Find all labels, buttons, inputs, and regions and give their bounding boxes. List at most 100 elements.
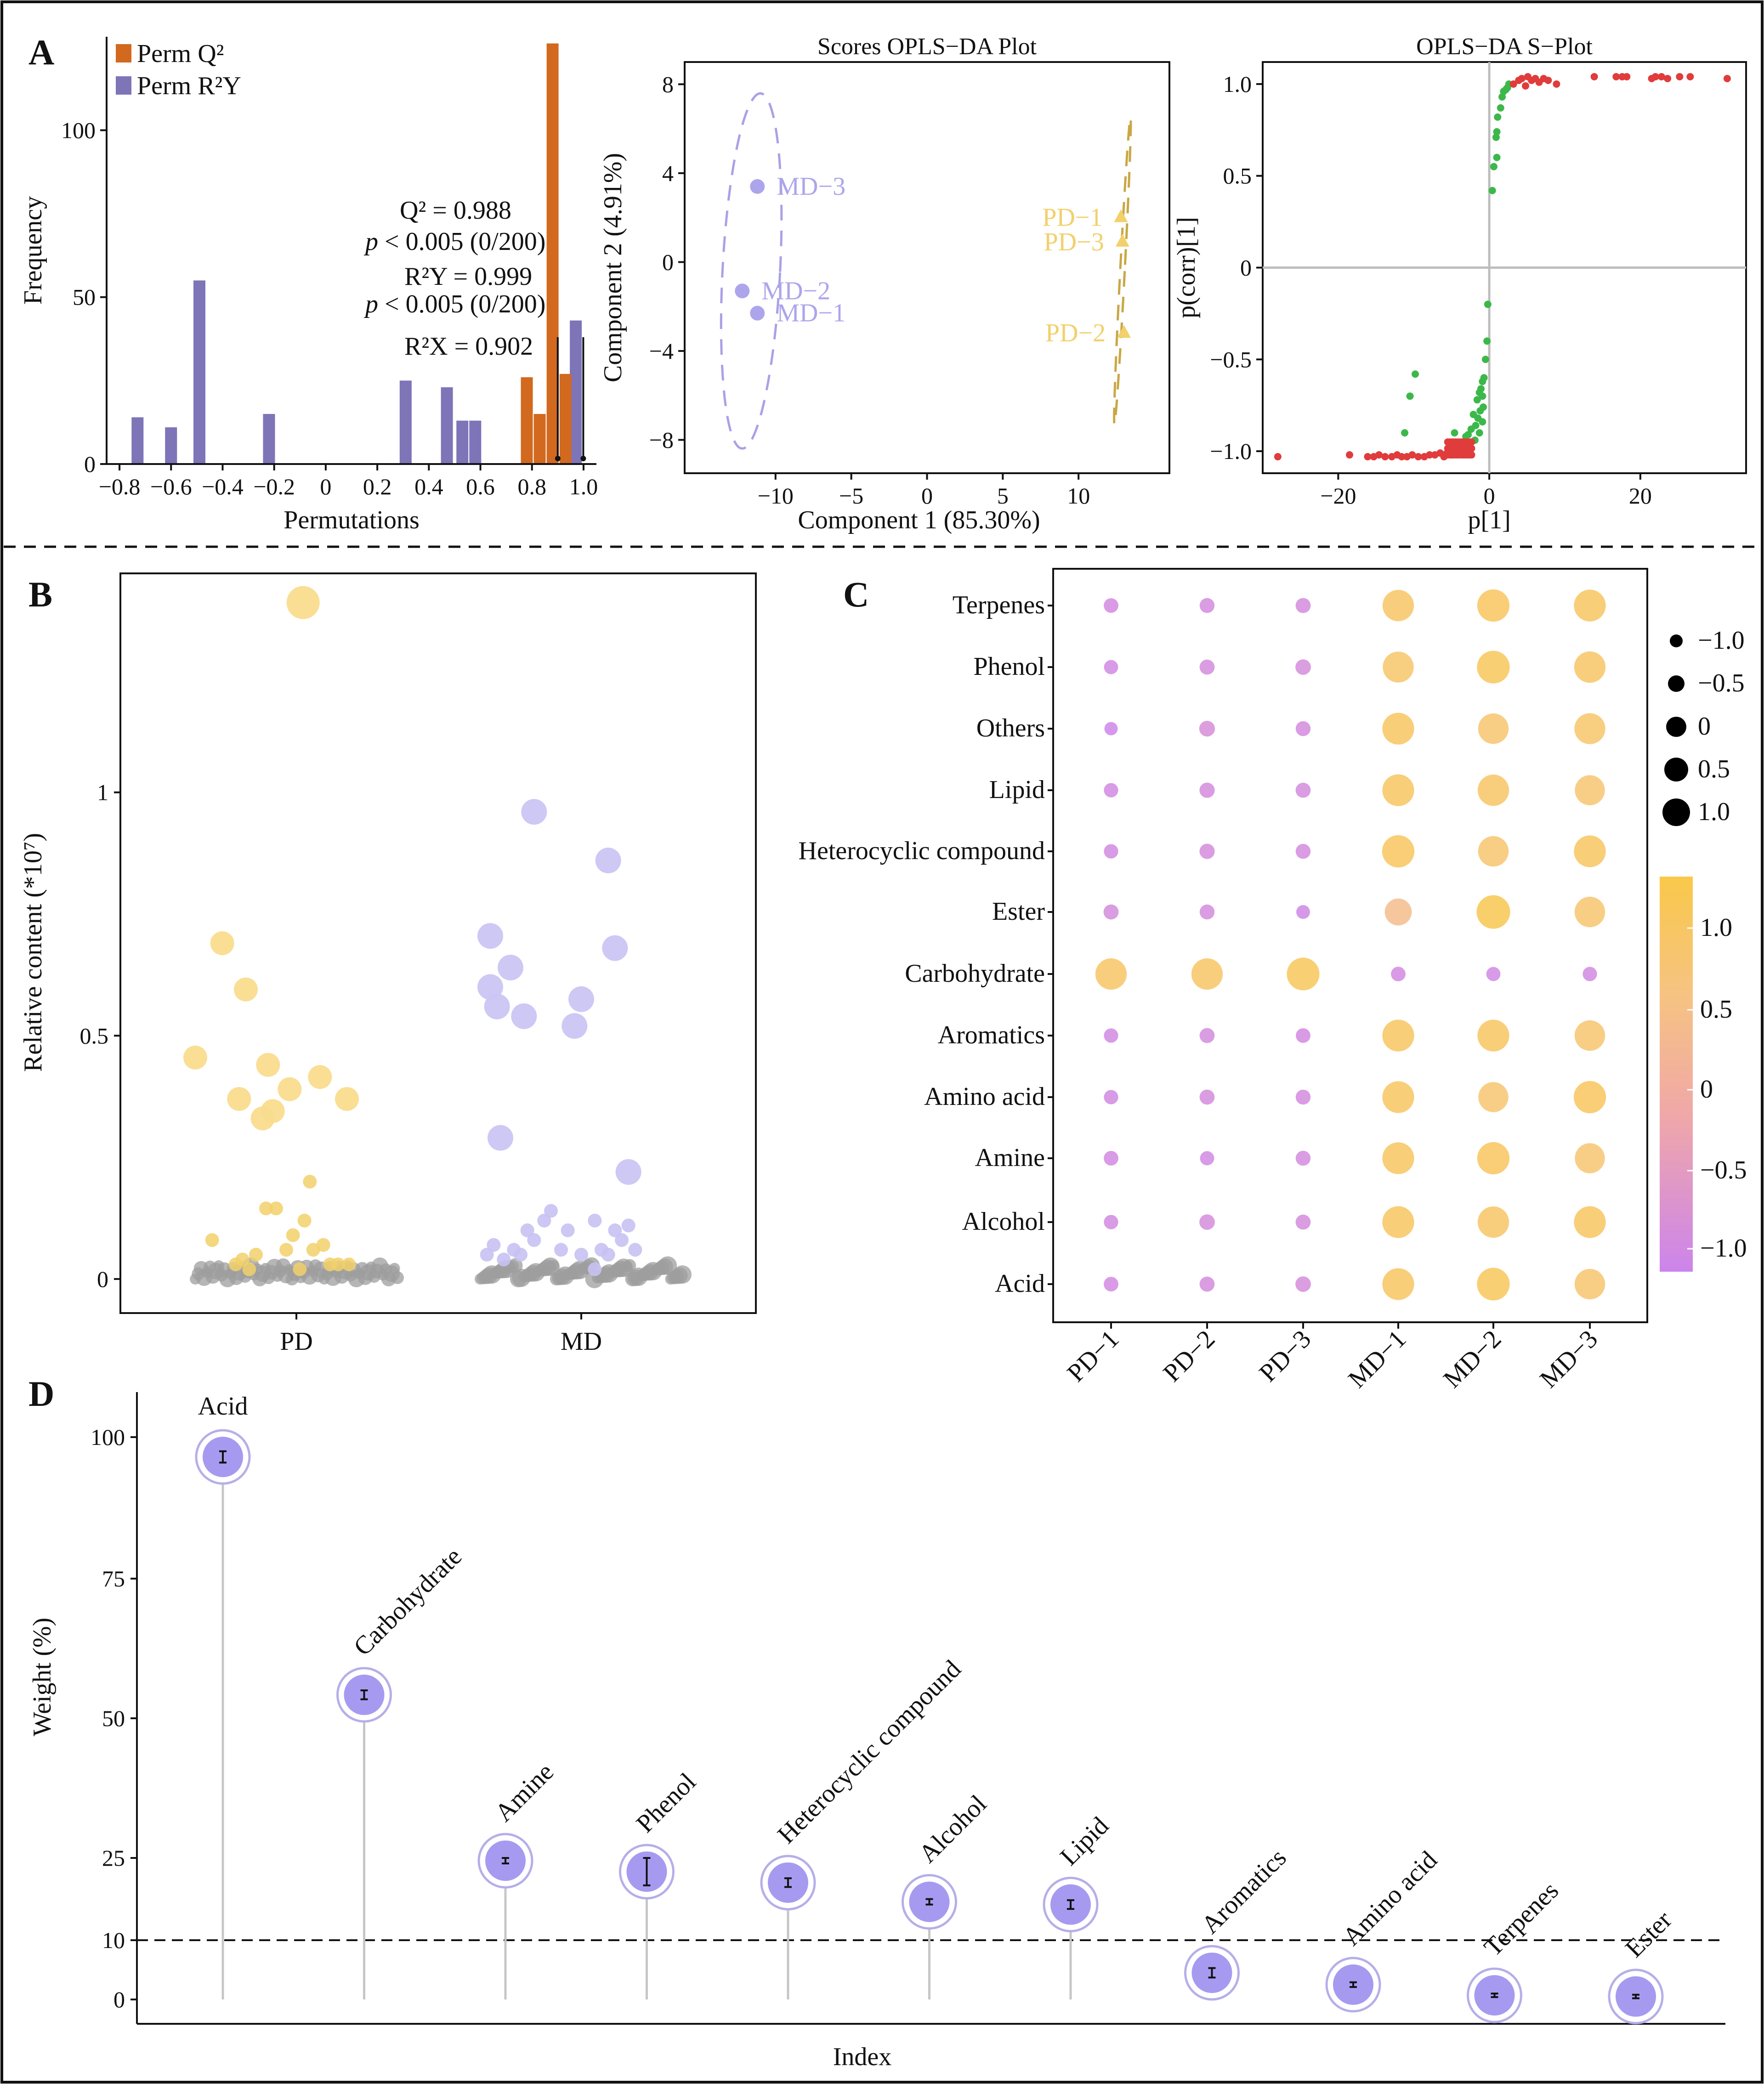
splot-point-red (1518, 74, 1526, 82)
panel-label-d: D (28, 1374, 54, 1414)
heatmap-bubble (1477, 651, 1510, 684)
dot-md-large (498, 954, 523, 980)
dot-md-minor (548, 1260, 559, 1271)
splot-point-green (1488, 187, 1496, 194)
dot-md-small (615, 1233, 629, 1247)
score-point-pd (1114, 209, 1128, 222)
x-tick-label: 0.6 (466, 474, 495, 499)
splot-point-red (1274, 453, 1282, 461)
splot-point-green (1498, 93, 1506, 101)
splot-point-green (1493, 128, 1501, 136)
stat-annotation: R²X = 0.902 (404, 332, 533, 361)
x-tick-label: −0.8 (99, 474, 141, 499)
bar-perm-r2y (441, 387, 453, 464)
heatmap-bubble (1574, 651, 1606, 683)
splot-point-red (1426, 451, 1434, 459)
heatmap-bubble (1191, 958, 1223, 990)
chart-title: OPLS−DA S−Plot (1416, 34, 1593, 60)
dot-pd-large (227, 1087, 251, 1111)
splot-point-red (1364, 453, 1372, 461)
heatmap-bubble (1104, 598, 1118, 613)
dot-pd-small (303, 1175, 317, 1189)
heatmap-bubble (1103, 904, 1119, 920)
splot-point-green (1401, 429, 1409, 437)
x-tick-label: 1.0 (569, 474, 598, 499)
dot-md-small (487, 1238, 501, 1252)
colorbar-label: 1.0 (1700, 913, 1732, 942)
dot-pd-small (249, 1247, 263, 1262)
heatmap-bubble (1199, 1276, 1215, 1292)
splot-point-red (1686, 73, 1694, 80)
heatmap-bubble (1199, 720, 1215, 737)
heatmap-bubble (1574, 835, 1606, 867)
row-label: Phenol (973, 652, 1045, 681)
splot-point-green (1479, 378, 1486, 385)
heatmap-bubble (1478, 713, 1509, 744)
bar-perm-q2 (533, 414, 546, 464)
x-axis-title: Index (833, 2043, 892, 2071)
legend-swatch (116, 44, 131, 62)
splot-point-green (1473, 396, 1481, 404)
bar-perm-q2 (546, 43, 559, 464)
colorbar-label: 0.5 (1700, 995, 1732, 1024)
dot-pd-small (331, 1257, 345, 1272)
dot-md-small (588, 1262, 602, 1276)
splot-point-red (1375, 451, 1383, 459)
chart-a3-s-plot: −20 0 20 −1.0 −0.5 0 0.5 1.0 OPLS−DA S−Plot p[1] p… (1172, 34, 1747, 534)
splot-point-red (1346, 451, 1354, 459)
score-point-pd (1115, 233, 1129, 247)
heatmap-bubble (1382, 1019, 1414, 1052)
x-axis-title: Permutations (284, 506, 420, 534)
size-legend-dot (1664, 758, 1688, 782)
observed-marker-dot (555, 456, 561, 461)
chart-b-relative-content: 0 0.5 1 PD MD Relative content (*10⁷) (19, 572, 757, 1356)
heatmap-bubble (1477, 1206, 1509, 1238)
heatmap-bubble (1295, 1089, 1311, 1105)
panel-label-c: C (843, 574, 869, 614)
splot-point-red-dense (1468, 451, 1475, 459)
heatmap-bubble (1478, 1082, 1509, 1112)
dot-md-large (484, 993, 510, 1019)
legend-label: Perm Q² (137, 40, 224, 68)
dot-pd-minor (391, 1271, 404, 1284)
splot-point-red-dense (1468, 438, 1475, 446)
score-point-label: MD−3 (777, 172, 845, 201)
bar-perm-q2 (559, 374, 572, 464)
dot-md-small (561, 1223, 575, 1237)
y-axis-title: Component 2 (4.91%) (599, 153, 627, 382)
splot-point-red-dense (1468, 445, 1475, 453)
score-point-label: MD−1 (777, 299, 845, 328)
bar-perm-q2 (521, 377, 533, 464)
heatmap-bubble (1104, 1151, 1118, 1166)
dot-md-large (602, 935, 628, 961)
heatmap-bubble (1574, 589, 1606, 622)
heatmap-bubble (1574, 1269, 1605, 1300)
dot-md-small (588, 1213, 602, 1228)
heatmap-bubble (1574, 1206, 1606, 1238)
heatmap-bubble (1477, 1019, 1509, 1052)
row-label: Amine (975, 1144, 1045, 1172)
splot-point-red (1657, 73, 1665, 80)
y-tick-label: −1.0 (1210, 438, 1252, 464)
splot-point-red (1723, 74, 1731, 82)
plot-frame (1052, 568, 1648, 1323)
splot-point-green (1479, 392, 1486, 400)
size-legend-label: 0.5 (1698, 755, 1730, 783)
x-tick-label: 0 (921, 483, 933, 509)
dot-pd-small (293, 1262, 307, 1276)
splot-point-red (1408, 451, 1416, 459)
chart-a1-permutation-histogram: −0.8 −0.6 −0.4 −0.2 0 0.2 0.4 0.6 0.8 1.0 0 50 100 Pe… (19, 37, 598, 534)
dot-md-large (568, 986, 594, 1012)
y-tick-label: 0 (113, 1987, 125, 2012)
splot-point-red (1664, 74, 1672, 82)
chart-a2-scores-plot: MD−3 MD−2MD−1 PD−1PD−3 PD−2 −10 −5 0 5 10 −8 −4 0 4 8… (599, 34, 1170, 534)
dot-md-large (477, 974, 503, 1000)
heatmap-bubble (1104, 722, 1118, 736)
dot-pd-small (342, 1257, 356, 1272)
dot-pd-small (235, 1252, 250, 1267)
heatmap-bubble (1382, 589, 1414, 622)
heatmap-bubble (1295, 844, 1311, 859)
y-axis-title: p(corr)[1] (1172, 217, 1201, 318)
